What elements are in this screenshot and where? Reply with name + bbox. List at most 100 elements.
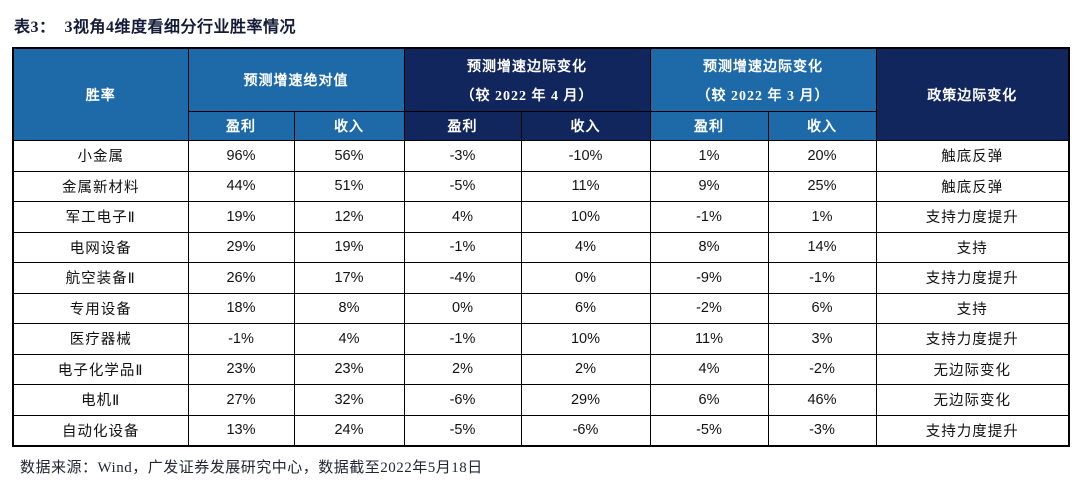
col-group-marginal-vs-april: 预测增速边际变化 （较 2022 年 4 月）	[403, 47, 651, 112]
value-cell: 56%	[293, 140, 405, 172]
industry-name-cell: 自动化设备	[12, 414, 189, 447]
policy-change-cell: 无边际变化	[875, 353, 1070, 385]
value-cell: 11%	[520, 170, 651, 202]
value-cell: 46%	[767, 384, 877, 416]
value-cell: 20%	[767, 140, 877, 172]
industry-name-cell: 小金属	[12, 140, 189, 172]
industry-name-cell: 航空装备Ⅱ	[12, 262, 189, 294]
value-cell: -1%	[403, 231, 522, 263]
value-cell: 10%	[520, 201, 651, 233]
col-header-winrate: 胜率	[12, 47, 189, 141]
value-cell: -1%	[187, 323, 295, 355]
value-cell: 4%	[649, 353, 769, 385]
group-title-line1: 预测增速边际变化	[467, 59, 587, 75]
value-cell: 8%	[649, 231, 769, 263]
policy-change-cell: 触底反弹	[875, 140, 1070, 172]
table-body: 小金属 96% 56% -3% -10% 1% 20% 触底反弹 金属新材料 44% 51% -5% 1…	[12, 140, 1070, 447]
industry-name-cell: 电网设备	[12, 231, 189, 263]
value-cell: -10%	[520, 140, 651, 172]
value-cell: 4%	[403, 201, 522, 233]
table-row: 专用设备 18% 8% 0% 6% -2% 6% 支持	[12, 292, 1070, 324]
policy-change-cell: 支持	[875, 231, 1070, 263]
industry-name-cell: 专用设备	[12, 292, 189, 324]
value-cell: -6%	[520, 414, 651, 447]
value-cell: 14%	[767, 231, 877, 263]
value-cell: 51%	[293, 170, 405, 202]
data-source-note: 数据来源：Wind，广发证券发展研究中心，数据截至2022年5月18日	[20, 460, 483, 476]
value-cell: 11%	[649, 323, 769, 355]
value-cell: 6%	[767, 292, 877, 324]
value-cell: 9%	[649, 170, 769, 202]
value-cell: -6%	[403, 384, 522, 416]
value-cell: 24%	[293, 414, 405, 447]
value-cell: 1%	[767, 201, 877, 233]
value-cell: 17%	[293, 262, 405, 294]
value-cell: -3%	[403, 140, 522, 172]
value-cell: 44%	[187, 170, 295, 202]
value-cell: 8%	[293, 292, 405, 324]
value-cell: 19%	[293, 231, 405, 263]
table-title: 表3： 3视角4维度看细分行业胜率情况	[0, 0, 1080, 37]
value-cell: 27%	[187, 384, 295, 416]
table-row: 电子化学品Ⅱ 23% 23% 2% 2% 4% -2% 无边际变化	[12, 353, 1070, 385]
value-cell: -1%	[403, 323, 522, 355]
table-row: 军工电子Ⅱ 19% 12% 4% 10% -1% 1% 支持力度提升	[12, 201, 1070, 233]
policy-change-cell: 支持力度提升	[875, 201, 1070, 233]
subcol-profit: 盈利	[403, 111, 522, 141]
industry-name-cell: 医疗器械	[12, 323, 189, 355]
table-row: 金属新材料 44% 51% -5% 11% 9% 25% 触底反弹	[12, 170, 1070, 202]
value-cell: -5%	[403, 414, 522, 447]
value-cell: 96%	[187, 140, 295, 172]
value-cell: 3%	[767, 323, 877, 355]
value-cell: 19%	[187, 201, 295, 233]
value-cell: 26%	[187, 262, 295, 294]
table-row: 航空装备Ⅱ 26% 17% -4% 0% -9% -1% 支持力度提升	[12, 262, 1070, 294]
win-rate-table: 胜率 预测增速绝对值 预测增速边际变化 （较 2022 年 4 月） 预测增速边…	[12, 47, 1070, 447]
value-cell: 12%	[293, 201, 405, 233]
table-row: 自动化设备 13% 24% -5% -6% -5% -3% 支持力度提升	[12, 414, 1070, 447]
policy-change-cell: 无边际变化	[875, 384, 1070, 416]
col-group-marginal-vs-march: 预测增速边际变化 （较 2022 年 3 月）	[649, 47, 877, 112]
value-cell: 13%	[187, 414, 295, 447]
policy-change-cell: 支持力度提升	[875, 262, 1070, 294]
value-cell: 4%	[520, 231, 651, 263]
table-row: 电网设备 29% 19% -1% 4% 8% 14% 支持	[12, 231, 1070, 263]
table-row: 小金属 96% 56% -3% -10% 1% 20% 触底反弹	[12, 140, 1070, 172]
value-cell: -4%	[403, 262, 522, 294]
value-cell: -1%	[649, 201, 769, 233]
industry-name-cell: 电机Ⅱ	[12, 384, 189, 416]
group-title-line2: （较 2022 年 4 月）	[460, 88, 594, 104]
value-cell: 2%	[403, 353, 522, 385]
group-title-line2: （较 2022 年 3 月）	[696, 88, 830, 104]
value-cell: 6%	[649, 384, 769, 416]
value-cell: 0%	[403, 292, 522, 324]
policy-change-cell: 支持力度提升	[875, 414, 1070, 447]
value-cell: 0%	[520, 262, 651, 294]
table-number-label: 表3：	[14, 19, 56, 36]
value-cell: 23%	[293, 353, 405, 385]
value-cell: -2%	[649, 292, 769, 324]
table-row: 医疗器械 -1% 4% -1% 10% 11% 3% 支持力度提升	[12, 323, 1070, 355]
value-cell: -5%	[403, 170, 522, 202]
value-cell: 32%	[293, 384, 405, 416]
industry-name-cell: 军工电子Ⅱ	[12, 201, 189, 233]
subcol-profit: 盈利	[187, 111, 295, 141]
subcol-revenue: 收入	[767, 111, 877, 141]
subcol-profit: 盈利	[649, 111, 769, 141]
value-cell: 4%	[293, 323, 405, 355]
value-cell: -3%	[767, 414, 877, 447]
value-cell: 18%	[187, 292, 295, 324]
value-cell: 29%	[187, 231, 295, 263]
value-cell: -9%	[649, 262, 769, 294]
subcol-revenue: 收入	[293, 111, 405, 141]
industry-name-cell: 金属新材料	[12, 170, 189, 202]
col-group-absolute-growth: 预测增速绝对值	[187, 47, 405, 112]
value-cell: 1%	[649, 140, 769, 172]
value-cell: -2%	[767, 353, 877, 385]
table-title-text: 3视角4维度看细分行业胜率情况	[64, 19, 297, 36]
value-cell: 25%	[767, 170, 877, 202]
col-header-policy: 政策边际变化	[875, 47, 1070, 141]
group-title-line1: 预测增速边际变化	[703, 59, 823, 75]
policy-change-cell: 触底反弹	[875, 170, 1070, 202]
policy-change-cell: 支持力度提升	[875, 323, 1070, 355]
